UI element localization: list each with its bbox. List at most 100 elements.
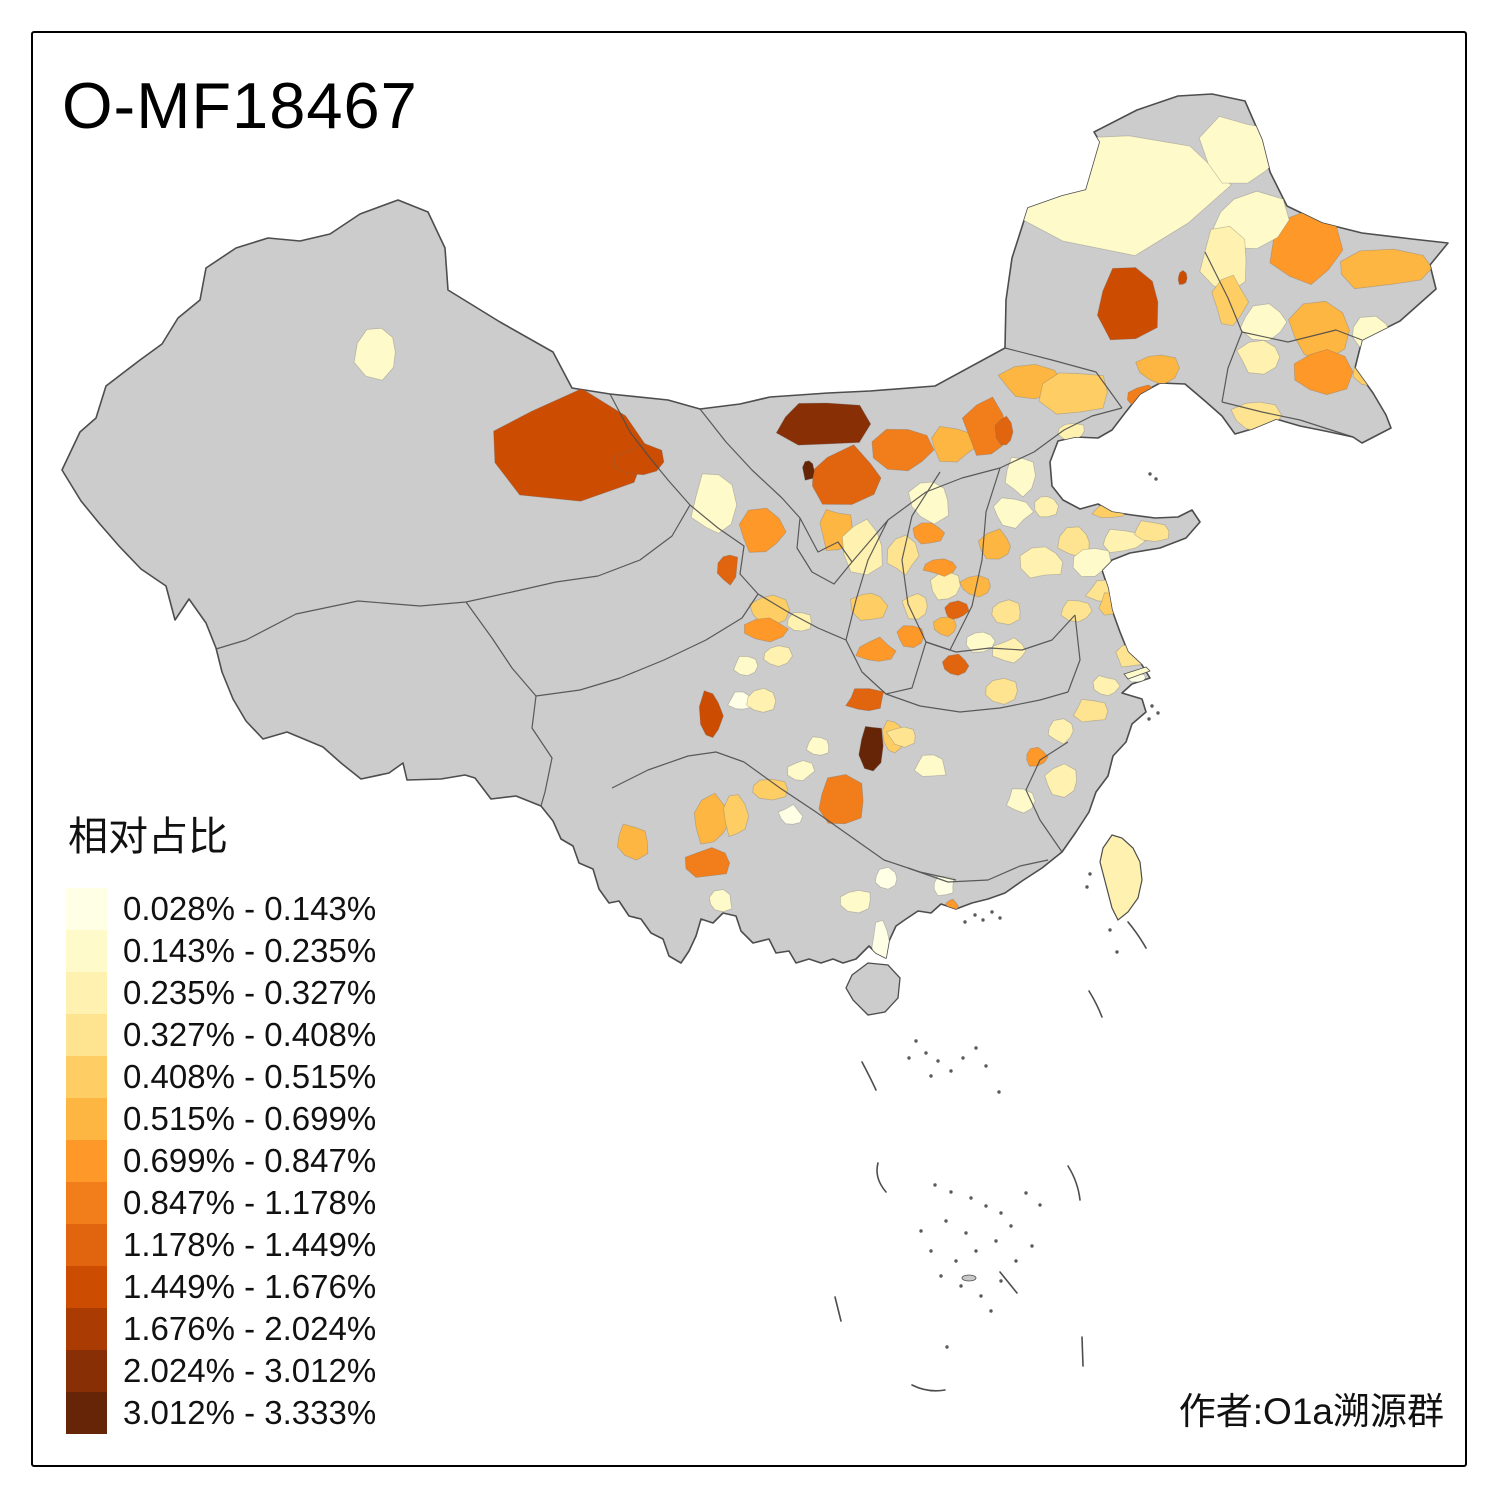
island-dot — [979, 1294, 983, 1298]
island-dot — [999, 1279, 1003, 1283]
prefecture-region — [787, 760, 816, 782]
prefecture-region — [941, 653, 970, 676]
legend-label: 0.408% - 0.515% — [123, 1058, 377, 1095]
island-dot — [1148, 472, 1152, 476]
island-dot — [929, 1074, 933, 1078]
legend-label: 1.178% - 1.449% — [123, 1226, 377, 1263]
legend-row: 0.143% - 0.235% — [66, 930, 376, 972]
island-dot — [994, 1239, 998, 1243]
legend-label: 3.012% - 3.333% — [123, 1394, 377, 1431]
island-dot — [949, 1069, 953, 1073]
legend-label: 0.235% - 0.327% — [123, 974, 377, 1011]
prefecture-region — [994, 415, 1014, 446]
prefecture-region — [1038, 372, 1108, 415]
prefecture-region — [913, 754, 947, 777]
prefecture-region — [749, 594, 791, 627]
prefecture-region — [353, 327, 396, 381]
prefecture-region — [818, 774, 864, 825]
legend-swatch — [66, 1098, 107, 1140]
prefecture-region — [871, 428, 935, 472]
island-dot — [914, 1039, 918, 1043]
prefecture-region — [616, 823, 649, 861]
island-dot — [1038, 1203, 1042, 1207]
prefecture-region — [613, 443, 665, 476]
prefecture-region — [693, 792, 732, 845]
prefecture-region — [1239, 303, 1288, 342]
sea-islet — [961, 1274, 977, 1282]
legend-label: 2.024% - 3.012% — [123, 1352, 377, 1389]
legend-label: 0.143% - 0.235% — [123, 932, 377, 969]
island-dot — [1108, 928, 1112, 932]
prefecture-region — [775, 402, 872, 446]
prefecture-region — [805, 736, 830, 756]
legend-label: 1.449% - 1.676% — [123, 1268, 377, 1305]
island-dot — [984, 1064, 988, 1068]
island-dot — [963, 920, 967, 924]
nine-dash-line — [834, 921, 1147, 1392]
prefecture-region — [896, 625, 925, 649]
island-dot — [949, 1190, 953, 1194]
prefecture-region — [965, 631, 996, 653]
island-dot — [984, 1204, 988, 1208]
legend-rows: 0.028% - 0.143% 0.143% - 0.235% 0.235% - 0… — [66, 888, 376, 1434]
prefecture-region — [1034, 496, 1059, 518]
prefecture-region — [1135, 354, 1180, 386]
legend-swatch — [66, 1350, 107, 1392]
island-dot — [974, 1249, 978, 1253]
prefecture-region — [1092, 675, 1121, 697]
island-dot — [974, 1046, 978, 1050]
legend-label: 0.699% - 0.847% — [123, 1142, 377, 1179]
prefecture-region — [849, 592, 889, 621]
legend-row: 2.024% - 3.012% — [66, 1350, 376, 1392]
prefecture-region — [733, 655, 759, 676]
prefecture-region — [932, 616, 957, 637]
island-dot — [924, 1051, 928, 1055]
island-dot — [961, 1056, 965, 1060]
island-dot — [939, 1274, 943, 1278]
prefecture-region — [1145, 738, 1175, 763]
prefecture-region — [840, 889, 871, 914]
island-dot — [1115, 950, 1119, 954]
legend-label: 0.847% - 1.178% — [123, 1184, 377, 1221]
legend-swatch — [66, 1140, 107, 1182]
prefecture-region — [1096, 267, 1159, 341]
prefecture-region — [723, 794, 750, 838]
legend-label: 0.515% - 0.699% — [123, 1100, 377, 1137]
legend-swatch — [66, 1014, 107, 1056]
prefecture-region — [855, 636, 897, 662]
legend-label: 0.327% - 0.408% — [123, 1016, 377, 1053]
island-dot — [1156, 711, 1160, 715]
prefecture-region — [777, 803, 804, 825]
prefecture-region — [1026, 746, 1049, 767]
prefecture-region — [1060, 599, 1093, 623]
island-dot — [1088, 872, 1092, 876]
legend-swatch — [66, 1224, 107, 1266]
legend: 相对占比 0.028% - 0.143% 0.143% - 0.235% 0.235… — [66, 804, 376, 1434]
prefecture-region — [992, 637, 1027, 664]
legend-swatch — [66, 888, 107, 930]
legend-swatch — [66, 1392, 107, 1434]
island-dot — [1009, 1224, 1013, 1228]
island-dot — [1154, 477, 1158, 481]
prefecture-region — [977, 528, 1011, 560]
legend-swatch — [66, 972, 107, 1014]
prefecture-region — [908, 481, 949, 525]
prefecture-region — [874, 866, 898, 890]
prefecture-region — [708, 889, 733, 913]
prefecture-region — [1177, 269, 1188, 285]
prefecture-region — [959, 574, 991, 598]
island-dot — [936, 1059, 940, 1063]
prefecture-region — [901, 593, 928, 620]
island-dot — [964, 1231, 968, 1235]
prefecture-region — [1340, 248, 1433, 290]
prefecture-region — [727, 691, 752, 710]
island-dot — [907, 1056, 911, 1060]
legend-row: 0.408% - 0.515% — [66, 1056, 376, 1098]
prefecture-region — [845, 688, 885, 712]
prefecture-region — [493, 388, 648, 502]
prefecture-region — [858, 725, 884, 772]
island-dot — [1150, 704, 1154, 708]
legend-row: 0.699% - 0.847% — [66, 1140, 376, 1182]
island-dot — [929, 1249, 933, 1253]
